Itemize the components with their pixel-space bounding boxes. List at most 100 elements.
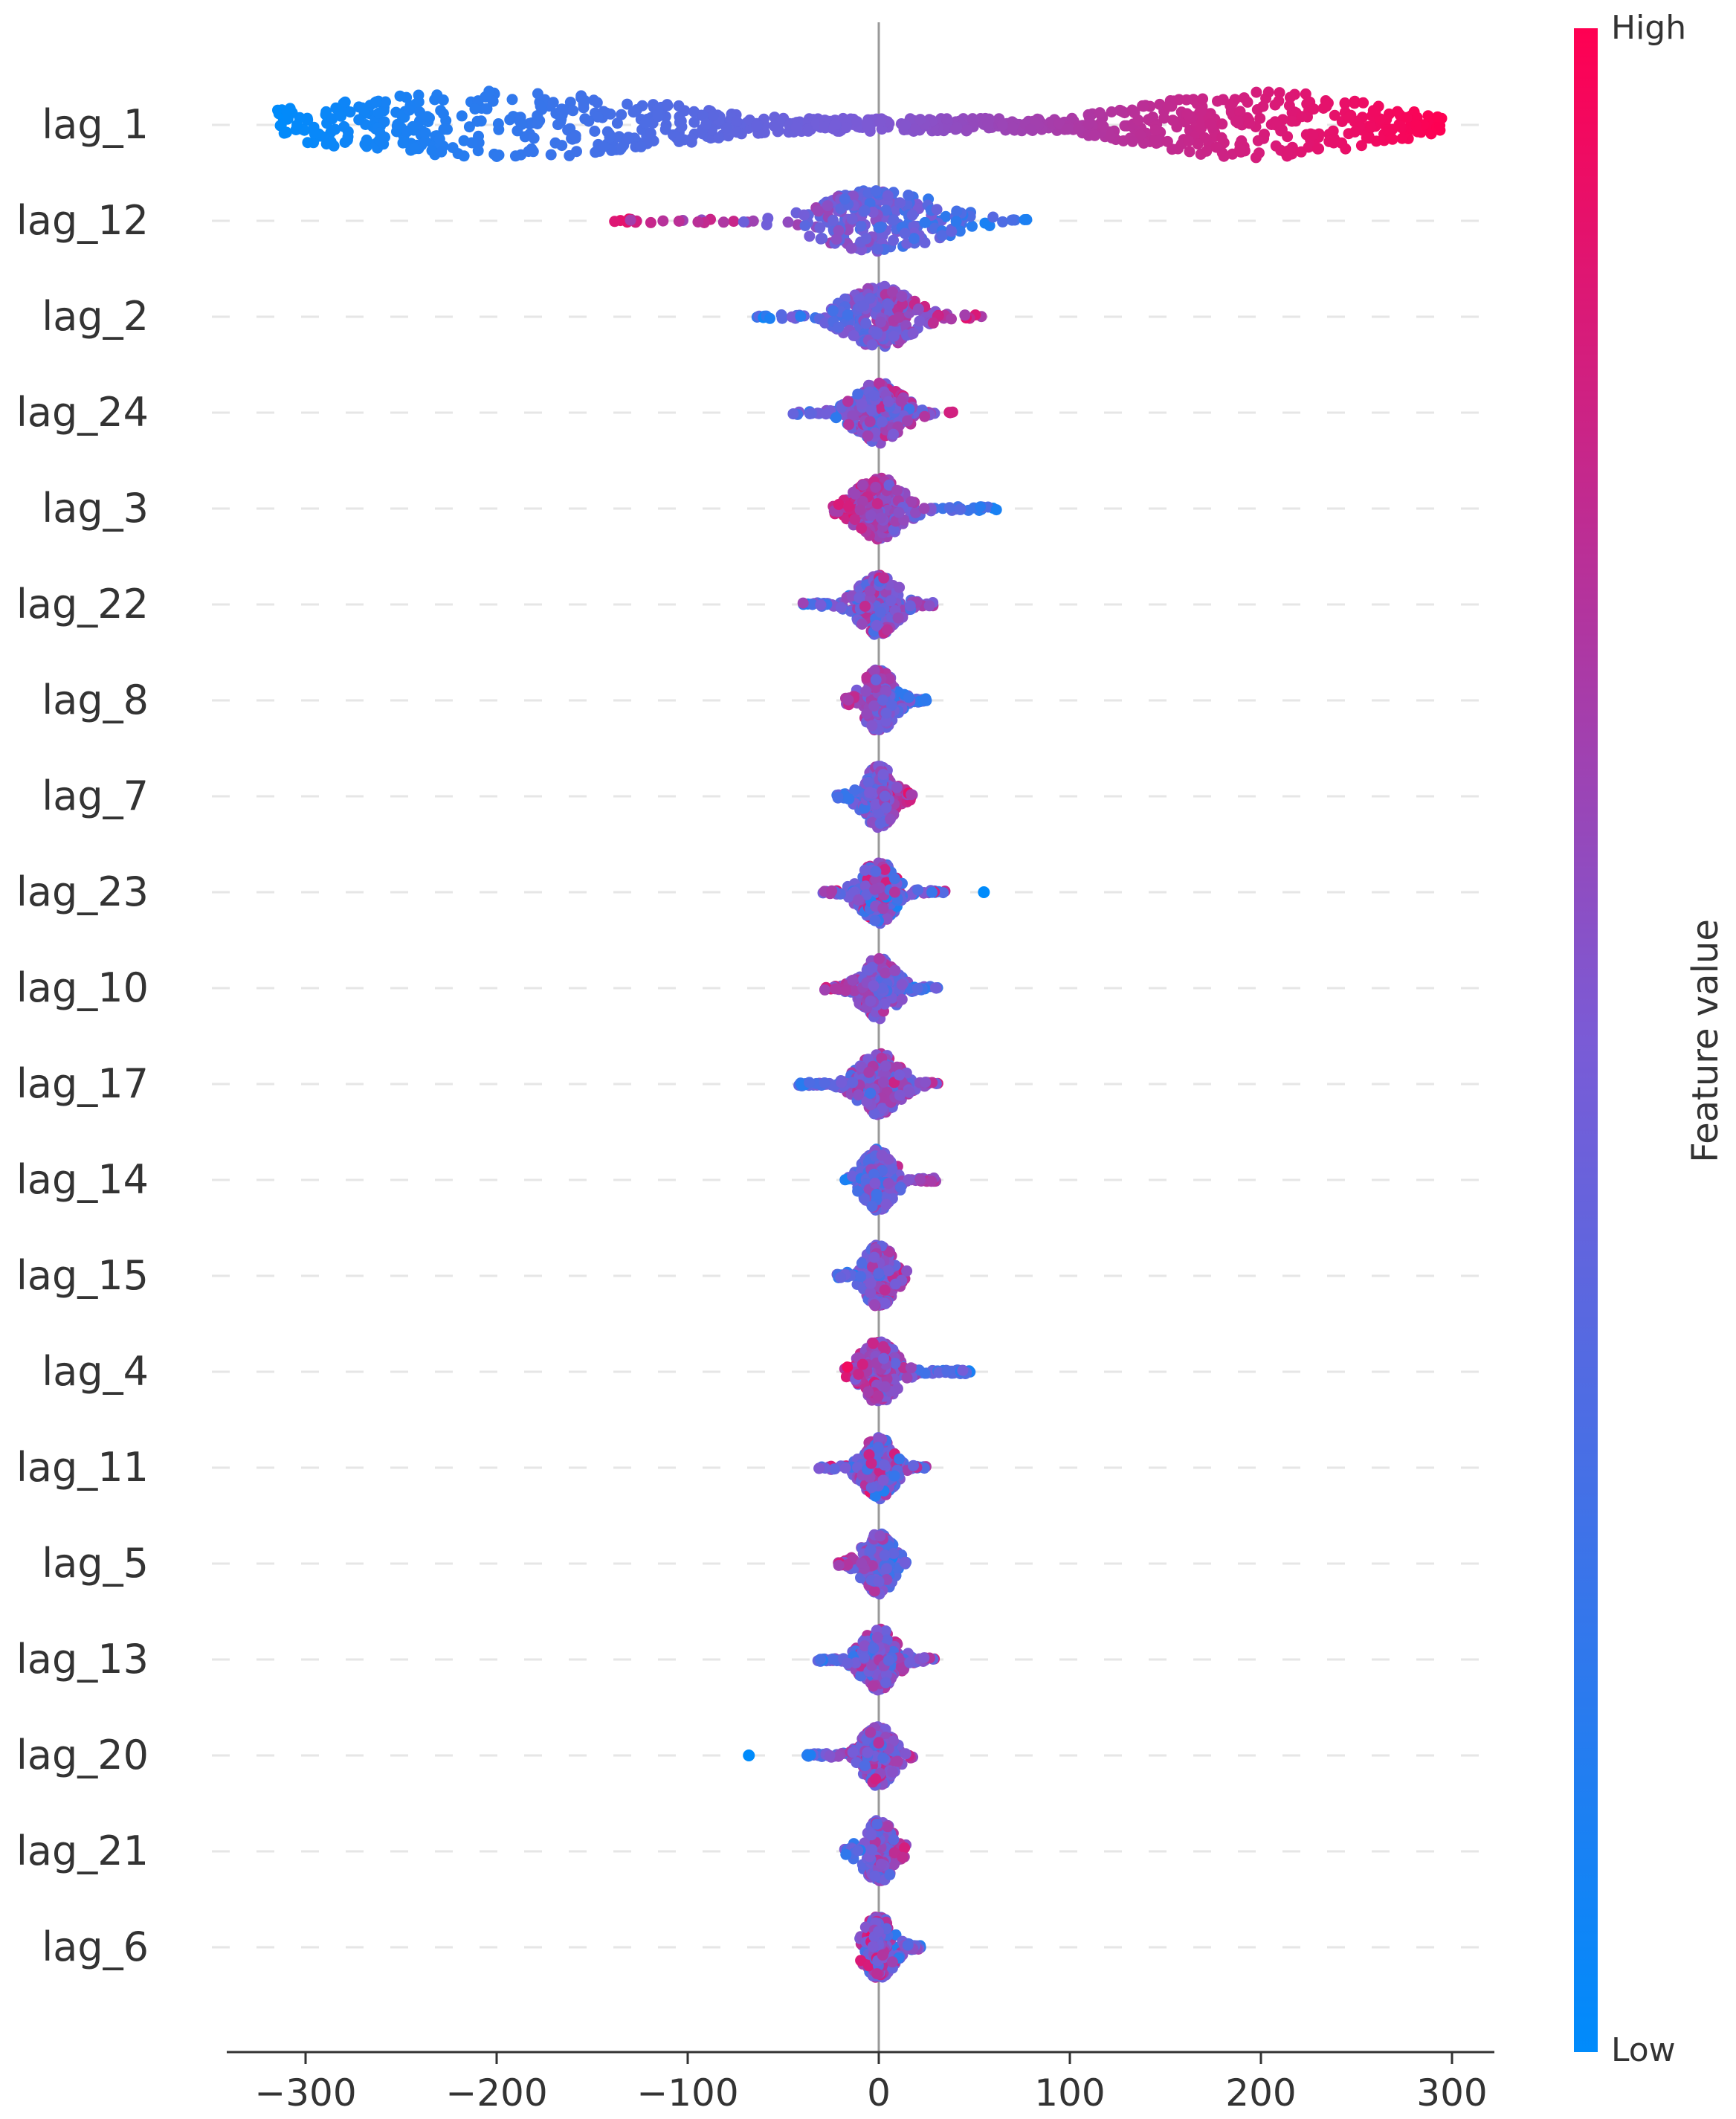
dot xyxy=(804,1077,816,1088)
dot xyxy=(790,121,802,133)
dot xyxy=(888,234,900,246)
dot xyxy=(878,1352,890,1364)
dot xyxy=(491,151,503,162)
dot xyxy=(335,110,347,122)
dot xyxy=(413,89,425,101)
dot xyxy=(611,117,623,129)
dot xyxy=(456,110,468,122)
dot xyxy=(873,1268,885,1280)
dot xyxy=(1201,145,1213,157)
dot xyxy=(1053,117,1065,129)
dot xyxy=(884,813,896,825)
dot xyxy=(842,1361,854,1373)
dot xyxy=(868,980,880,992)
dot xyxy=(1434,120,1446,132)
dot xyxy=(1284,91,1296,103)
dot xyxy=(849,488,861,500)
dot xyxy=(1254,112,1266,124)
dot xyxy=(854,504,866,516)
dot xyxy=(882,624,893,636)
dot xyxy=(819,1077,830,1088)
dot xyxy=(941,113,952,125)
dot xyxy=(1183,135,1195,147)
dot xyxy=(874,116,886,128)
dot xyxy=(469,103,481,115)
dot xyxy=(392,118,404,130)
dot xyxy=(926,1175,938,1187)
dot xyxy=(802,125,814,137)
dot xyxy=(879,1549,891,1561)
dot xyxy=(866,961,878,973)
dot xyxy=(870,185,882,197)
dot xyxy=(713,132,725,143)
dot xyxy=(1244,117,1256,129)
dot xyxy=(720,122,732,134)
dot xyxy=(903,1086,915,1098)
dot xyxy=(882,299,894,311)
dot xyxy=(708,109,719,121)
dot xyxy=(889,1358,901,1370)
dot xyxy=(852,388,864,400)
dot xyxy=(819,984,830,996)
dot xyxy=(886,1163,898,1175)
dot xyxy=(1089,129,1100,141)
dot xyxy=(1412,126,1423,138)
dot xyxy=(877,769,889,781)
dot xyxy=(860,233,872,245)
dot xyxy=(688,116,700,128)
dot xyxy=(1283,100,1295,112)
dot xyxy=(1104,129,1116,141)
dot xyxy=(865,1277,877,1289)
dot xyxy=(852,1185,864,1197)
dot xyxy=(639,117,651,129)
dot xyxy=(471,115,483,127)
dot xyxy=(827,305,839,317)
dot xyxy=(1253,147,1265,159)
dot xyxy=(979,217,991,229)
dot xyxy=(692,216,704,228)
dot xyxy=(901,1372,913,1384)
dot xyxy=(888,1470,900,1482)
dot xyxy=(987,211,999,223)
dot xyxy=(1234,143,1246,155)
dot xyxy=(866,339,878,351)
dot xyxy=(880,707,892,719)
dot xyxy=(1234,106,1246,117)
dot xyxy=(859,204,871,216)
dot xyxy=(869,883,881,895)
dot xyxy=(862,1386,874,1398)
dot xyxy=(1197,93,1209,105)
dot xyxy=(943,502,955,514)
dot xyxy=(873,952,885,964)
dot xyxy=(627,106,639,118)
dot xyxy=(675,115,687,127)
dot xyxy=(873,222,885,233)
dot xyxy=(868,1251,880,1263)
dot xyxy=(881,1563,892,1575)
dot xyxy=(859,864,871,876)
dot xyxy=(492,118,504,129)
dot xyxy=(926,886,938,898)
dot xyxy=(329,123,341,135)
dot xyxy=(819,121,830,133)
dot xyxy=(955,503,966,515)
dot xyxy=(1149,132,1161,144)
dot xyxy=(564,149,575,161)
dot xyxy=(927,317,939,329)
dot xyxy=(846,213,858,225)
dot xyxy=(873,1575,885,1587)
dot xyxy=(1336,138,1348,149)
dot xyxy=(880,1199,892,1210)
dot xyxy=(1195,106,1207,117)
dot xyxy=(545,149,557,161)
dot xyxy=(836,1077,848,1088)
dot xyxy=(982,119,994,130)
dot xyxy=(552,119,564,131)
dot xyxy=(871,328,882,340)
dot xyxy=(967,220,978,232)
dot xyxy=(893,312,905,323)
dot xyxy=(685,133,697,145)
dot xyxy=(397,137,409,149)
dot xyxy=(810,118,822,129)
